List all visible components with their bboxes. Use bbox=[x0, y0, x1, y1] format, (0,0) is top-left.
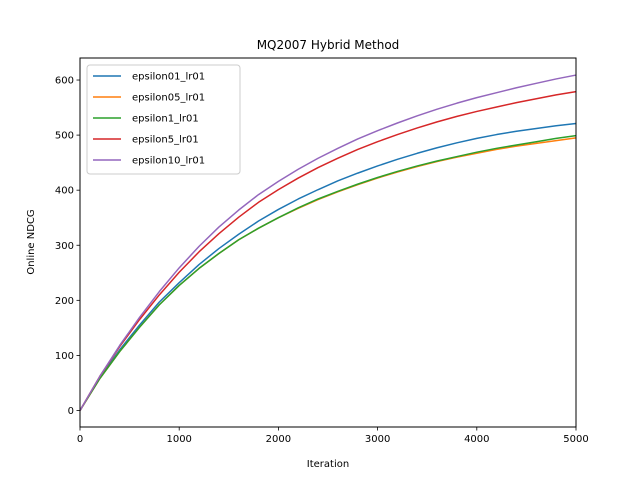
x-tick-label-3: 3000 bbox=[365, 434, 390, 445]
y-tick-label-3: 300 bbox=[55, 241, 74, 252]
y-axis: 0 100 200 300 400 500 600 bbox=[55, 76, 80, 417]
legend: epsilon01_lr01 epsilon05_lr01 epsilon1_lr0… bbox=[86, 64, 241, 175]
y-tick-label-1: 100 bbox=[55, 351, 74, 362]
legend-label-4: epsilon10_lr01 bbox=[132, 156, 205, 167]
x-tick-label-2: 2000 bbox=[266, 434, 291, 445]
x-tick-label-1: 1000 bbox=[166, 434, 191, 445]
series-line-0 bbox=[79, 122, 577, 411]
legend-label-1: epsilon05_lr01 bbox=[132, 93, 205, 104]
x-tick-label-5: 5000 bbox=[563, 434, 588, 445]
x-axis-label: Iteration bbox=[307, 459, 349, 470]
legend-label-0: epsilon01_lr01 bbox=[132, 72, 205, 83]
y-tick-label-4: 400 bbox=[55, 186, 74, 197]
series-line-3 bbox=[79, 90, 577, 411]
y-tick-label-6: 600 bbox=[55, 76, 74, 87]
plot-lines bbox=[79, 74, 577, 411]
y-tick-label-5: 500 bbox=[55, 131, 74, 142]
y-axis-label: Online NDCG bbox=[26, 209, 37, 274]
x-axis: 0 1000 2000 3000 4000 5000 bbox=[77, 427, 589, 445]
legend-label-3: epsilon5_lr01 bbox=[132, 135, 199, 146]
series-line-4 bbox=[79, 74, 577, 411]
legend-label-2: epsilon1_lr01 bbox=[132, 114, 199, 125]
x-tick-label-0: 0 bbox=[77, 434, 83, 445]
plot-frame bbox=[79, 57, 577, 428]
chart-title: MQ2007 Hybrid Method bbox=[257, 38, 400, 52]
y-tick-label-2: 200 bbox=[55, 296, 74, 307]
x-tick-label-4: 4000 bbox=[464, 434, 489, 445]
y-tick-label-0: 0 bbox=[68, 406, 74, 417]
legend-box bbox=[86, 64, 241, 175]
series-line-2 bbox=[79, 134, 577, 411]
